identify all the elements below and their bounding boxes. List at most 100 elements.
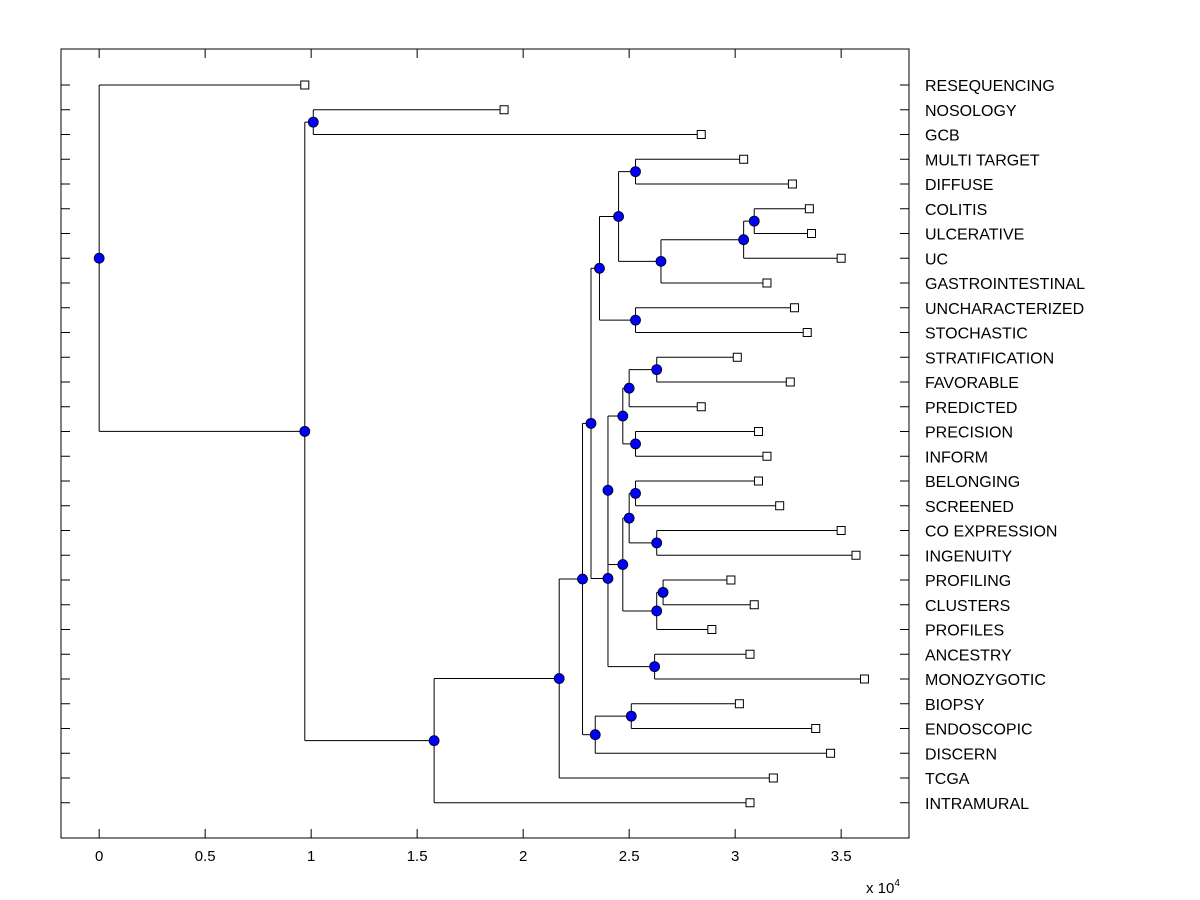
node-marker [93, 252, 105, 264]
x-tick-label: 2 [519, 848, 527, 865]
x-multiplier-exponent: 4 [894, 878, 900, 889]
leaf-marker [768, 773, 778, 783]
leaf-label: RESEQUENCING [925, 78, 1055, 95]
node-marker [630, 438, 641, 450]
node-marker [651, 537, 663, 549]
node-marker [553, 673, 565, 684]
leaf-marker [696, 402, 706, 412]
leaf-label: GCB [925, 128, 960, 145]
leaf-marker [762, 278, 772, 288]
node-marker [589, 729, 601, 741]
leaf-label: ANCESTRY [925, 647, 1012, 664]
leaf-marker [499, 105, 509, 115]
node-marker [613, 211, 624, 222]
leaf-marker [745, 649, 755, 659]
x-tick-label: 3.5 [831, 848, 852, 865]
leaf-marker [775, 501, 785, 511]
leaf-label: MULTI TARGET [925, 152, 1040, 169]
leaf-label: PREDICTED [925, 400, 1017, 417]
node-marker [594, 262, 605, 274]
y-axis-ticks [61, 84, 909, 804]
leaf-label: DISCERN [925, 746, 997, 763]
leaf-label: ULCERATIVE [925, 227, 1024, 244]
leaf-marker [732, 352, 742, 362]
node-marker [630, 314, 641, 326]
x-tick-label: 0 [95, 848, 103, 865]
leaf-marker [836, 253, 846, 263]
node-marker [602, 484, 614, 496]
node-marker [585, 417, 597, 429]
node-marker [657, 586, 669, 598]
x-tick-label: 1.5 [407, 848, 428, 865]
leaf-marker [826, 748, 836, 758]
leaf-marker [762, 451, 772, 461]
x-axis-multiplier: x 104 [866, 878, 900, 897]
leaf-label: BELONGING [925, 474, 1020, 491]
leaf-label: NOSOLOGY [925, 103, 1017, 120]
node-marker [623, 382, 635, 394]
x-tick-label: 1 [307, 848, 315, 865]
leaf-label: CLUSTERS [925, 598, 1010, 615]
leaf-marker [753, 427, 763, 436]
leaf-marker [739, 154, 749, 164]
leaf-label: STRATIFICATION [925, 350, 1054, 367]
leaf-label: ENDOSCOPIC [925, 722, 1033, 739]
leaf-marker [836, 526, 846, 535]
leaf-label: PROFILES [925, 623, 1004, 640]
leaf-marker [802, 328, 812, 337]
node-marker [738, 234, 750, 246]
node-marker [748, 215, 760, 227]
node-marker [617, 559, 629, 570]
leaf-label: STOCHASTIC [925, 326, 1028, 343]
leaf-label: CO EXPRESSION [925, 524, 1057, 541]
node-marker [623, 512, 635, 524]
plot-area [60, 48, 910, 839]
leaf-label: GASTROINTESTINAL [925, 276, 1085, 293]
node-marker [299, 425, 311, 437]
x-tick-label: 2.5 [619, 848, 640, 865]
leaf-label: FAVORABLE [925, 375, 1019, 392]
leaf-label: MONOZYGOTIC [925, 672, 1046, 689]
leaf-marker [785, 377, 795, 387]
node-marker [428, 735, 440, 747]
node-marker [602, 573, 614, 584]
leaf-marker [753, 476, 763, 486]
leaf-marker [804, 204, 814, 214]
leaf-labels: RESEQUENCING NOSOLOGY GCB MULTI TARGET DIFFU… [925, 78, 1085, 813]
leaf-label: PRECISION [925, 425, 1013, 442]
leaf-label: INTRAMURAL [925, 796, 1029, 813]
leaf-marker [851, 550, 861, 560]
leaf-marker [811, 724, 821, 733]
leaf-label: UC [925, 251, 948, 268]
leaf-marker [749, 600, 759, 610]
leaf-marker [734, 699, 744, 709]
node-marker [649, 661, 660, 673]
leaf-marker [707, 625, 717, 634]
leaf-label: INGENUITY [925, 548, 1012, 565]
leaf-marker [859, 674, 869, 684]
leaf-label: COLITIS [925, 202, 987, 219]
leaf-label: INFORM [925, 449, 988, 466]
leaf-marker [696, 130, 706, 139]
x-tick-label: 0.5 [195, 848, 216, 865]
leaf-marker [300, 80, 310, 90]
leaf-label: BIOPSY [925, 697, 985, 714]
node-marker [655, 255, 667, 267]
node-marker [651, 364, 663, 376]
internal-nodes [93, 116, 760, 747]
leaf-marker [790, 303, 800, 313]
leaf-marker [787, 179, 797, 189]
leaf-markers [300, 80, 869, 808]
leaf-label: DIFFUSE [925, 177, 993, 194]
x-axis-ticks: 0 0.5 1 1.5 2 2.5 3 3.5 [95, 49, 852, 865]
leaf-marker [745, 798, 755, 808]
node-marker [625, 710, 637, 722]
leaf-label: UNCHARACTERIZED [925, 301, 1084, 318]
x-tick-label: 3 [731, 848, 739, 865]
node-marker [651, 605, 663, 617]
leaf-label: PROFILING [925, 573, 1011, 590]
node-marker [630, 487, 641, 499]
leaf-label: TCGA [925, 771, 970, 788]
leaf-label: SCREENED [925, 499, 1014, 516]
